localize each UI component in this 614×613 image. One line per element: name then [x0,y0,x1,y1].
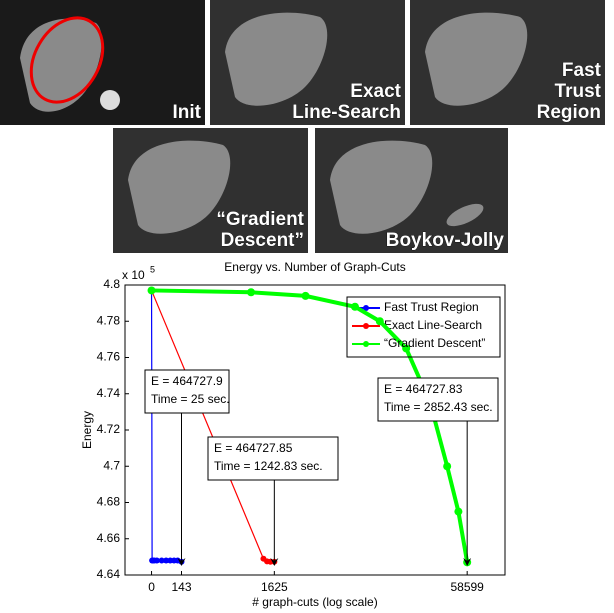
data-point [163,557,170,564]
spine [100,90,120,110]
y-tick-label: 4.66 [97,531,121,545]
y-multiplier: x 10 [122,268,145,282]
panel-label: Exact [350,81,401,102]
series-line [151,288,470,563]
panel-label: Init [173,102,202,123]
annotation-text: E = 464727.85 [214,441,293,455]
x-tick-label: 143 [171,580,191,594]
annotation-box [144,369,230,414]
liver-shape [330,140,433,234]
y-tick-label: 4.76 [97,350,121,364]
data-point [301,291,310,300]
annotation-box [207,436,339,481]
data-point [375,317,384,326]
panel-label: Trust [555,81,602,102]
x-tick-label: 1625 [261,580,288,594]
data-point [443,462,452,471]
data-point [350,302,359,311]
panel-label: Fast [562,60,602,81]
liver-shape [225,12,328,106]
data-point [402,344,411,353]
y-tick-label: 4.74 [97,386,121,400]
x-axis-label: # graph-cuts (log scale) [252,595,377,609]
annotation-text: Time = 25 sec. [151,392,230,406]
legend-box [346,296,501,358]
panel-label: “Gradient [216,209,304,230]
annotation-text: E = 464727.9 [151,374,223,388]
panel-label: Boykov-Jolly [386,230,505,251]
annotation-box [377,377,499,422]
legend-label: Fast Trust Region [384,300,479,314]
liver-shape [128,140,231,234]
data-point [147,286,156,295]
data-point [247,288,256,297]
y-tick-label: 4.78 [97,313,121,327]
init-contour [29,16,105,104]
legend-label: “Gradient Descent” [384,336,485,350]
y-tick-label: 4.7 [103,458,120,472]
data-point [153,557,160,564]
x-tick-label: 0 [148,580,155,594]
legend-label: Exact Line-Search [384,318,482,332]
liver-shape [425,12,528,106]
annotation-text: E = 464727.83 [384,382,463,396]
y-tick-label: 4.68 [97,495,121,509]
legend-marker [363,323,369,329]
legend-marker [363,341,369,347]
annotation-text: Time = 2852.43 sec. [384,400,493,414]
annotation-text: Time = 1242.83 sec. [214,459,323,473]
data-point [158,557,165,564]
y-tick-label: 4.72 [97,422,121,436]
x-tick-label: 58599 [450,580,484,594]
plot-area [124,284,506,576]
data-point [454,507,463,516]
legend-marker [363,305,369,311]
panel-label: Region [537,102,601,123]
y-tick-label: 4.64 [97,567,121,581]
y-multiplier-exp: 5 [150,264,155,274]
panel-label: Descent” [221,230,304,251]
chart-title: Energy vs. Number of Graph-Cuts [224,260,405,274]
y-axis-label: Energy [80,411,94,449]
leak [446,203,484,227]
panel-label: Line-Search [292,102,401,123]
y-tick-label: 4.8 [103,277,120,291]
